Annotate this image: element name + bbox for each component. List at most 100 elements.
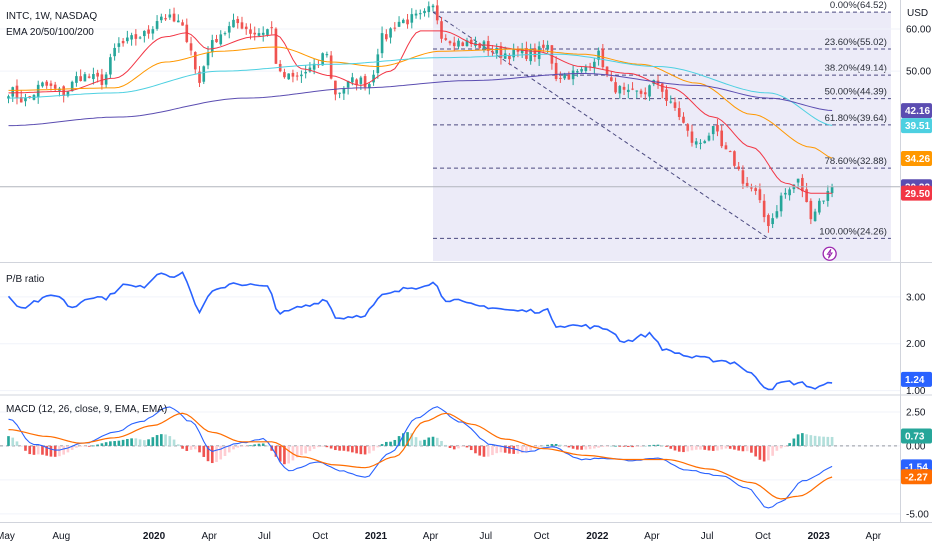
candle-body[interactable] bbox=[287, 73, 290, 80]
candle-body[interactable] bbox=[469, 39, 473, 44]
candle-body[interactable] bbox=[321, 53, 324, 66]
candle-body[interactable] bbox=[737, 166, 740, 170]
candle-body[interactable] bbox=[274, 28, 278, 64]
candle-body[interactable] bbox=[385, 34, 388, 40]
candle-body[interactable] bbox=[512, 48, 515, 58]
candle-body[interactable] bbox=[355, 79, 358, 86]
candle-body[interactable] bbox=[189, 43, 193, 51]
candle-body[interactable] bbox=[805, 189, 808, 203]
fib-trend-line[interactable] bbox=[432, 11, 769, 239]
candle-body[interactable] bbox=[300, 74, 303, 77]
candle-body[interactable] bbox=[215, 38, 218, 43]
candle-body[interactable] bbox=[232, 19, 235, 28]
candle-body[interactable] bbox=[622, 86, 626, 90]
candle-body[interactable] bbox=[754, 188, 757, 192]
candle-body[interactable] bbox=[117, 43, 121, 47]
candle-body[interactable] bbox=[597, 50, 600, 60]
candle-body[interactable] bbox=[499, 46, 503, 58]
candle-body[interactable] bbox=[809, 200, 813, 220]
candle-body[interactable] bbox=[533, 48, 537, 57]
candle-body[interactable] bbox=[172, 13, 176, 22]
candle-body[interactable] bbox=[151, 29, 155, 34]
candle-body[interactable] bbox=[304, 72, 307, 74]
candle-body[interactable] bbox=[508, 55, 511, 60]
candle-body[interactable] bbox=[660, 83, 664, 92]
candle-body[interactable] bbox=[745, 182, 749, 187]
candle-body[interactable] bbox=[240, 22, 244, 29]
candle-body[interactable] bbox=[351, 77, 354, 83]
candle-body[interactable] bbox=[342, 88, 346, 94]
candle-body[interactable] bbox=[24, 98, 27, 102]
candle-body[interactable] bbox=[138, 37, 142, 39]
candle-body[interactable] bbox=[788, 189, 791, 196]
candle-body[interactable] bbox=[75, 76, 78, 83]
candle-body[interactable] bbox=[181, 22, 184, 26]
candle-body[interactable] bbox=[559, 77, 562, 79]
candle-body[interactable] bbox=[593, 61, 596, 68]
candle-body[interactable] bbox=[720, 130, 724, 147]
candle-body[interactable] bbox=[542, 44, 545, 48]
candle-body[interactable] bbox=[270, 27, 274, 29]
candle-body[interactable] bbox=[206, 52, 210, 66]
candle-body[interactable] bbox=[308, 67, 312, 72]
candle-body[interactable] bbox=[478, 43, 482, 48]
candle-body[interactable] bbox=[699, 142, 702, 144]
candle-body[interactable] bbox=[223, 33, 227, 35]
candle-body[interactable] bbox=[393, 27, 397, 29]
candle-body[interactable] bbox=[554, 62, 558, 80]
lightning-icon[interactable] bbox=[822, 246, 837, 261]
candle-body[interactable] bbox=[160, 16, 163, 21]
candle-body[interactable] bbox=[707, 135, 711, 141]
candle-body[interactable] bbox=[690, 131, 694, 143]
candle-body[interactable] bbox=[626, 89, 630, 93]
candle-body[interactable] bbox=[767, 215, 770, 227]
candle-body[interactable] bbox=[784, 192, 787, 195]
candle-body[interactable] bbox=[635, 90, 639, 92]
candle-body[interactable] bbox=[741, 170, 745, 184]
candle-body[interactable] bbox=[244, 26, 248, 30]
candle-body[interactable] bbox=[257, 33, 261, 36]
candle-body[interactable] bbox=[19, 97, 23, 103]
candle-body[interactable] bbox=[368, 84, 371, 89]
candle-body[interactable] bbox=[796, 178, 800, 183]
candle-body[interactable] bbox=[818, 200, 821, 213]
candle-body[interactable] bbox=[546, 44, 549, 50]
candle-body[interactable] bbox=[567, 74, 571, 80]
candle-body[interactable] bbox=[295, 75, 299, 77]
candle-body[interactable] bbox=[334, 80, 337, 95]
candle-body[interactable] bbox=[227, 26, 231, 33]
candle-body[interactable] bbox=[87, 76, 91, 78]
candle-body[interactable] bbox=[711, 126, 715, 135]
candle-body[interactable] bbox=[826, 191, 830, 201]
candle-body[interactable] bbox=[70, 81, 74, 92]
candle-body[interactable] bbox=[758, 189, 762, 201]
candle-body[interactable] bbox=[397, 21, 401, 27]
candle-body[interactable] bbox=[495, 47, 499, 54]
candle-body[interactable] bbox=[380, 33, 384, 54]
candle-body[interactable] bbox=[601, 48, 605, 68]
candle-body[interactable] bbox=[610, 77, 613, 81]
candle-body[interactable] bbox=[359, 77, 363, 84]
candle-body[interactable] bbox=[648, 85, 651, 97]
candle-body[interactable] bbox=[261, 32, 265, 35]
candle-body[interactable] bbox=[406, 19, 409, 25]
candle-body[interactable] bbox=[771, 218, 774, 225]
candle-body[interactable] bbox=[66, 91, 70, 96]
candle-body[interactable] bbox=[584, 66, 588, 72]
candle-body[interactable] bbox=[414, 13, 418, 16]
candle-body[interactable] bbox=[155, 21, 159, 29]
candle-body[interactable] bbox=[79, 76, 82, 82]
candle-body[interactable] bbox=[724, 145, 728, 150]
candle-body[interactable] bbox=[176, 20, 180, 23]
candle-body[interactable] bbox=[266, 29, 269, 35]
candle-body[interactable] bbox=[457, 40, 460, 47]
candle-body[interactable] bbox=[363, 76, 367, 88]
candle-body[interactable] bbox=[121, 41, 125, 44]
candle-body[interactable] bbox=[401, 19, 405, 24]
candle-body[interactable] bbox=[703, 141, 707, 144]
candle-body[interactable] bbox=[537, 46, 541, 60]
candle-body[interactable] bbox=[435, 5, 439, 21]
candle-body[interactable] bbox=[728, 151, 732, 153]
candle-body[interactable] bbox=[253, 32, 257, 35]
